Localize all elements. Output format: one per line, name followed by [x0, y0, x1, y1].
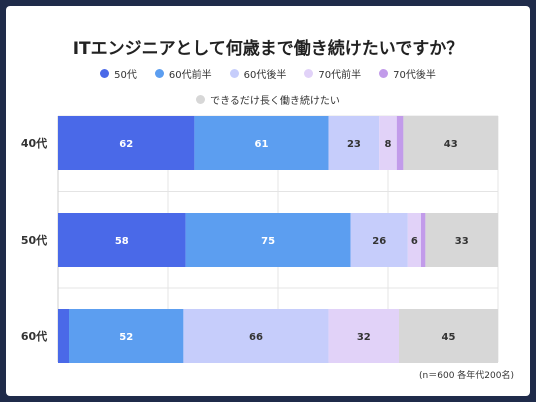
legend-swatch-as-long-as-possible [196, 95, 206, 104]
legend-swatch-early-60s [154, 69, 164, 78]
bar-segment [185, 213, 351, 267]
data-label: 8 [385, 139, 392, 150]
legend-swatch-early-70s [304, 69, 314, 78]
legend-item-early-70s: 70代前半 [304, 66, 361, 81]
legend-item-early-60s: 60代前半 [154, 66, 212, 81]
bar-segment [328, 116, 380, 170]
bar-segment [58, 116, 195, 170]
bar-segment [69, 309, 184, 363]
legend-label-early-70s: 70代前半 [318, 70, 362, 81]
data-label: 23 [347, 139, 361, 150]
data-label: 66 [249, 332, 263, 343]
bar-segment [396, 116, 404, 170]
data-label: 32 [357, 332, 371, 343]
bar-segment [328, 309, 399, 363]
bar-segment [58, 213, 186, 267]
bar-segment [194, 116, 329, 170]
data-label: 43 [444, 139, 458, 150]
bar-segment [58, 309, 69, 363]
legend-item-as-long-as-possible: できるだけ長く働き続けたい [196, 92, 340, 107]
bar-segment [403, 116, 498, 170]
bar-segment [421, 213, 426, 267]
legend-label-early-60s: 60代前半 [168, 70, 212, 81]
bar-segment [399, 309, 498, 363]
data-label: 61 [255, 139, 269, 150]
data-label: 6 [411, 236, 418, 247]
legend-swatch-50s [100, 69, 110, 78]
legend-row-2: できるだけ長く働き続けたい [0, 92, 536, 107]
category-label: 50代 [21, 233, 47, 247]
legend-swatch-late-60s [229, 69, 239, 78]
legend-label-late-70s: 70代後半 [393, 70, 436, 81]
category-label: 40代 [21, 136, 47, 150]
legend-item-50s: 50代 [100, 66, 137, 81]
data-label: 52 [119, 332, 133, 343]
sample-size-note: (n＝600 各年代200名) [419, 371, 514, 381]
legend-swatch-late-70s [379, 69, 389, 78]
data-label: 33 [455, 236, 469, 247]
bar-segment [183, 309, 329, 363]
data-label: 62 [119, 139, 133, 150]
bar-segment [379, 116, 397, 170]
bar-segment [350, 213, 408, 267]
legend-label-as-long-as-possible: できるだけ長く働き続けたい [210, 96, 340, 107]
bar-segment [407, 213, 421, 267]
legend-label-late-60s: 60代後半 [243, 70, 287, 81]
data-label: 75 [261, 236, 275, 247]
category-label: 60代 [21, 329, 47, 343]
bar-segment [425, 213, 498, 267]
data-label: 45 [442, 332, 456, 343]
legend-label-50s: 50代 [114, 70, 137, 81]
legend-item-late-70s: 70代後半 [379, 66, 436, 81]
data-label: 26 [372, 236, 386, 247]
legend-item-late-60s: 60代後半 [229, 66, 287, 81]
legend-row-1: 50代 60代前半 60代後半 70代前半 70代後半 [0, 66, 536, 81]
data-label: 58 [115, 236, 129, 247]
chart-title: ITエンジニアとして何歳まで働き続けたいですか？ [72, 39, 464, 59]
